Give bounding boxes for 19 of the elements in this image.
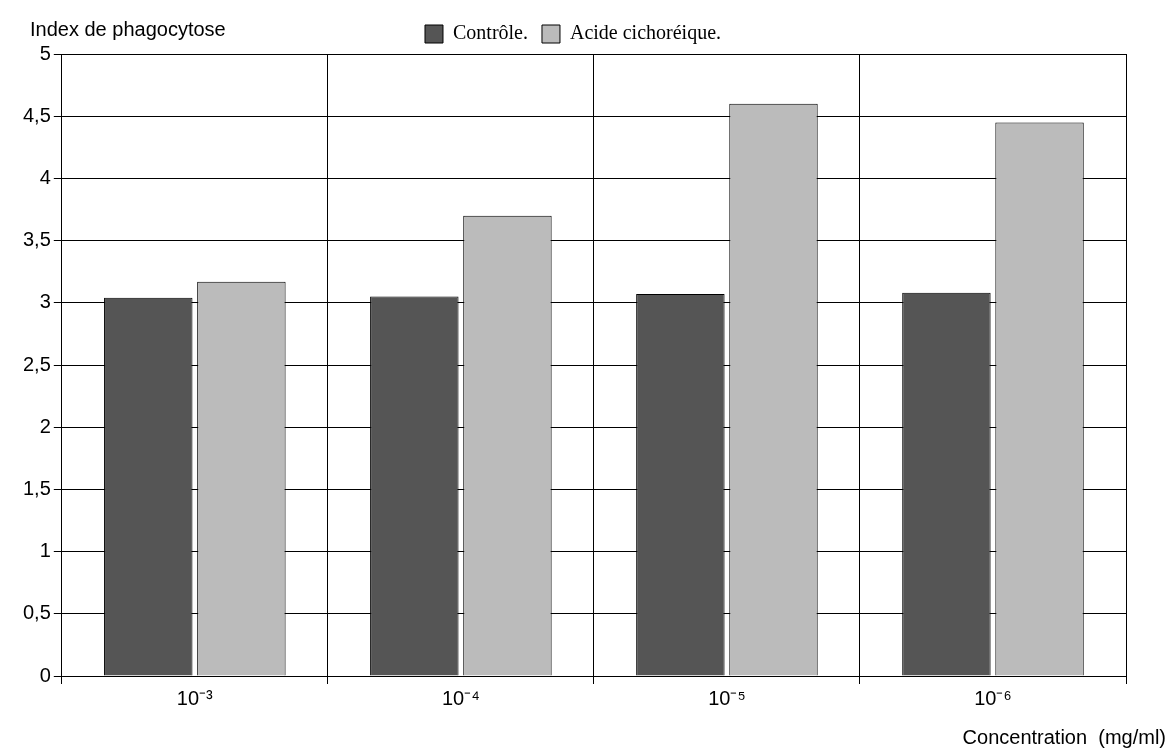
y-tick-label: 1 — [39, 539, 51, 562]
legend-label: Acide cichoréique. — [569, 21, 722, 45]
legend-label: Contrôle. — [452, 21, 528, 44]
y-tick-label: 5 — [39, 41, 51, 64]
y-tick-label: 0,5 — [22, 601, 51, 624]
x-tick-label: 10⁻⁴ — [441, 686, 480, 709]
y-tick-label: 3 — [39, 290, 51, 313]
y-tick-label: 1,5 — [22, 476, 51, 499]
y-tick-label: 3,5 — [22, 228, 51, 251]
y-tick-label: 0 — [39, 663, 51, 686]
y-axis-title: Index de phagocytose — [30, 17, 226, 40]
x-tick-label: 10⁻³ — [176, 686, 214, 709]
y-tick-label: 4,5 — [22, 103, 51, 126]
y-tick-label: 4 — [39, 165, 51, 188]
x-tick-label: 10⁻⁵ — [708, 686, 746, 709]
x-axis-title: Concentration (mg/ml) — [962, 725, 1166, 748]
y-tick-label: 2 — [39, 414, 51, 437]
y-tick-label: 2,5 — [22, 352, 51, 375]
x-tick-label: 10⁻⁶ — [974, 686, 1012, 709]
